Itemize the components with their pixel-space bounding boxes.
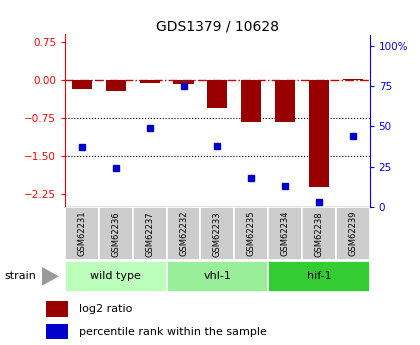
Text: wild type: wild type [90,272,141,281]
Bar [309,80,329,187]
Polygon shape [42,267,59,286]
Bar [139,80,160,83]
Text: percentile rank within the sample: percentile rank within the sample [79,327,267,337]
Title: GDS1379 / 10628: GDS1379 / 10628 [156,19,279,33]
Text: GSM62231: GSM62231 [78,211,87,256]
Bar [167,207,200,260]
Text: GSM62232: GSM62232 [179,211,188,256]
Bar [99,207,133,260]
Bar [268,207,302,260]
Bar [234,207,268,260]
Text: GSM62234: GSM62234 [281,211,289,256]
Bar [167,261,268,292]
Bar [268,261,370,292]
Text: GSM62239: GSM62239 [348,211,357,256]
Bar [200,207,234,260]
Bar [343,79,363,80]
Bar [65,207,99,260]
Text: GSM62238: GSM62238 [314,211,323,257]
Text: strain: strain [4,272,36,281]
Bar [106,80,126,91]
Bar [275,80,295,122]
Bar [336,207,370,260]
Text: GSM62235: GSM62235 [247,211,256,256]
Bar [46,324,68,339]
Text: hif-1: hif-1 [307,272,331,281]
Bar [173,80,194,84]
Text: log2 ratio: log2 ratio [79,304,132,314]
Text: GSM62237: GSM62237 [145,211,154,257]
Bar [72,80,92,89]
Text: GSM62236: GSM62236 [111,211,121,257]
Bar [207,80,228,108]
Text: vhl-1: vhl-1 [203,272,231,281]
Bar [65,261,167,292]
Bar [241,80,261,122]
Text: GSM62233: GSM62233 [213,211,222,257]
Bar [133,207,167,260]
Bar [302,207,336,260]
Bar [46,301,68,317]
